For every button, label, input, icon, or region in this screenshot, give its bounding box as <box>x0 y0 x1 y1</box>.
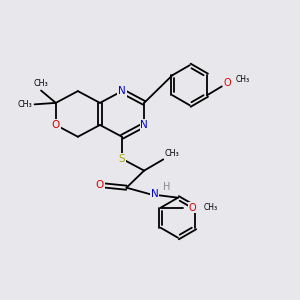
Text: CH₃: CH₃ <box>236 75 250 84</box>
Text: O: O <box>52 120 60 130</box>
Text: N: N <box>140 120 148 130</box>
Text: CH₃: CH₃ <box>34 79 48 88</box>
Text: N: N <box>118 86 126 96</box>
Text: CH₃: CH₃ <box>203 203 218 212</box>
Text: CH₃: CH₃ <box>165 149 179 158</box>
Text: N: N <box>151 189 158 199</box>
Text: O: O <box>224 79 232 88</box>
Text: CH₃: CH₃ <box>17 100 32 109</box>
Text: S: S <box>119 154 125 164</box>
Text: O: O <box>188 203 196 213</box>
Text: O: O <box>96 180 104 190</box>
Text: H: H <box>163 182 170 192</box>
